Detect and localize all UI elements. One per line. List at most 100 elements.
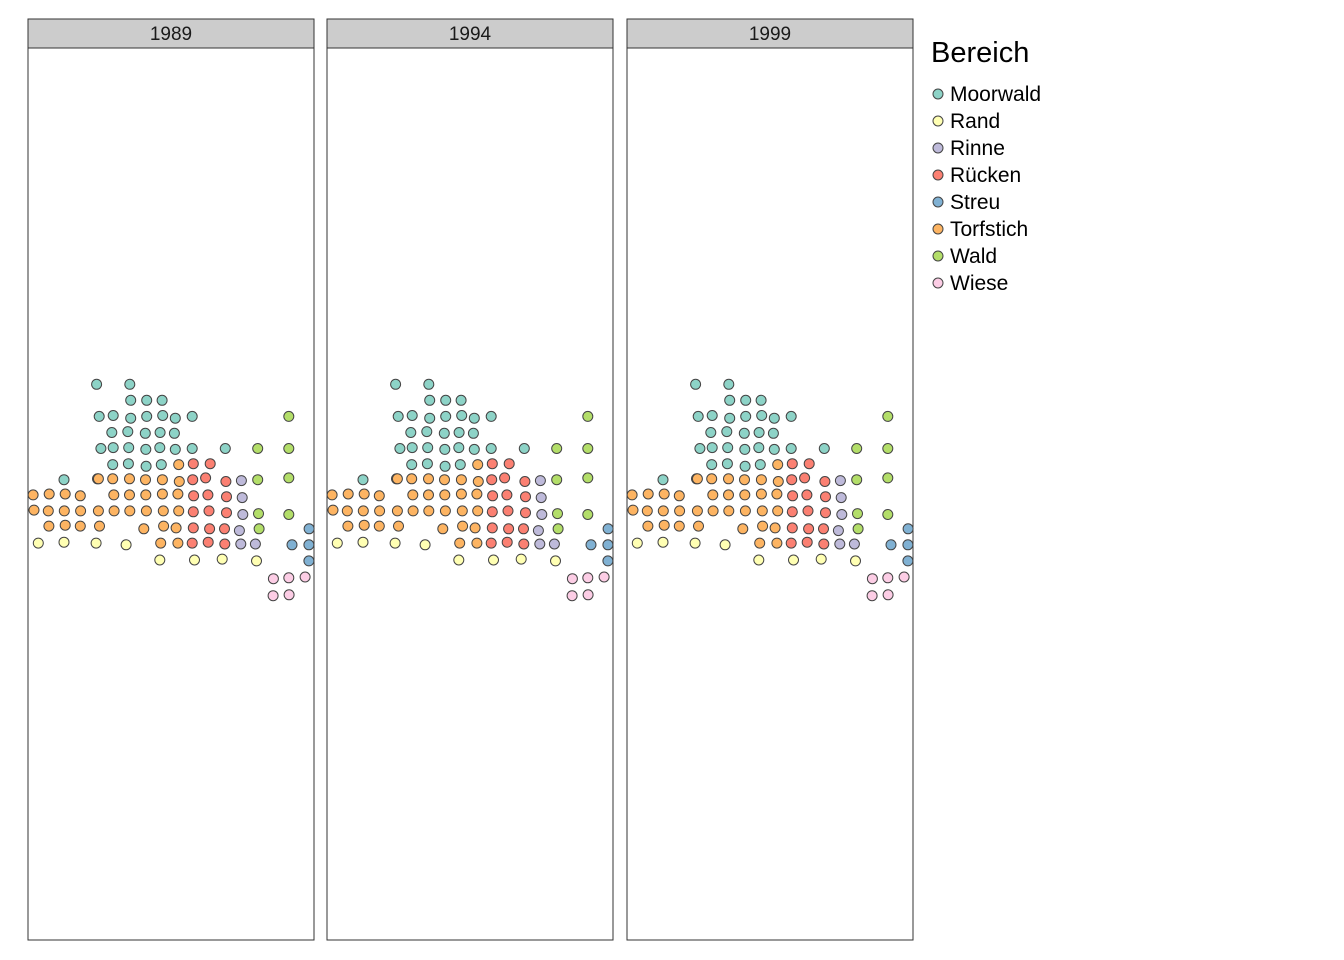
point-ruecken (203, 505, 215, 517)
point-torfstich (471, 488, 483, 500)
point-torfstich (641, 505, 653, 517)
point-torfstich (108, 505, 120, 517)
point-moorwald (768, 412, 780, 424)
legend-item: Rand (932, 110, 1000, 133)
point-moorwald (406, 459, 418, 471)
point-rinne (237, 509, 249, 520)
point-moorwald (390, 378, 402, 390)
point-rinne (235, 538, 247, 550)
legend-label: Wald (950, 245, 997, 268)
facet-strip-label: 1994 (449, 24, 492, 45)
point-moorwald (440, 410, 452, 422)
point-wald (253, 523, 265, 535)
point-wald (551, 474, 563, 486)
point-ruecken (502, 505, 514, 517)
point-rand (689, 537, 701, 549)
point-moorwald (785, 443, 797, 454)
point-torfstich (326, 489, 338, 501)
point-wald (283, 509, 295, 520)
point-ruecken (786, 522, 798, 534)
point-rand (515, 553, 527, 565)
point-ruecken (187, 506, 199, 518)
point-moorwald (690, 378, 702, 390)
point-wald (582, 410, 594, 422)
legend-key (932, 250, 944, 262)
point-rand (120, 539, 132, 551)
point-wiese (566, 590, 578, 602)
point-moorwald (453, 442, 465, 454)
point-wald (252, 443, 264, 454)
point-ruecken (486, 506, 498, 518)
point-torfstich (691, 473, 703, 485)
point-torfstich (358, 488, 370, 500)
facet-strip-label: 1989 (150, 24, 192, 45)
point-rand (32, 537, 44, 549)
point-torfstich (439, 474, 450, 486)
point-torfstich (691, 505, 703, 517)
point-moorwald (156, 394, 168, 406)
point-ruecken (486, 474, 498, 486)
point-wald (852, 508, 863, 520)
point-ruecken (519, 476, 531, 487)
point-torfstich (58, 505, 70, 517)
point-wald (851, 443, 863, 454)
point-ruecken (503, 458, 515, 470)
point-wald (882, 443, 894, 454)
point-ruecken (503, 523, 515, 535)
legend-key (932, 196, 944, 208)
point-torfstich (657, 505, 669, 517)
point-ruecken (803, 523, 815, 535)
point-rinne (534, 475, 546, 487)
point-torfstich (373, 520, 385, 532)
point-rinne (249, 538, 261, 550)
point-torfstich (437, 523, 449, 535)
point-rinne (536, 509, 548, 520)
point-ruecken (799, 472, 811, 484)
point-moorwald (91, 378, 103, 390)
point-moorwald (722, 442, 734, 454)
point-torfstich (327, 504, 339, 516)
point-ruecken (802, 505, 814, 517)
point-torfstich (756, 505, 768, 517)
point-torfstich (771, 488, 783, 500)
point-streu (585, 539, 597, 551)
point-moorwald (394, 443, 406, 454)
point-rand (189, 554, 200, 566)
point-ruecken (820, 491, 831, 503)
point-ruecken (818, 538, 830, 550)
point-rand (90, 537, 102, 549)
point-moorwald (767, 427, 779, 439)
point-torfstich (739, 489, 751, 501)
point-moorwald (705, 427, 717, 438)
point-torfstich (755, 474, 767, 486)
point-torfstich (107, 473, 119, 485)
point-wiese (866, 573, 878, 585)
legend-label: Rinne (950, 137, 1005, 160)
facet-strip-label: 1999 (749, 24, 791, 45)
legend-label: Wiese (950, 272, 1008, 295)
point-torfstich (27, 489, 39, 501)
facet-panel-1999: 1999 (626, 18, 914, 941)
point-ruecken (486, 522, 498, 534)
point-torfstich (642, 488, 654, 500)
point-moorwald (107, 410, 119, 421)
point-ruecken (187, 522, 199, 534)
point-moorwald (438, 427, 450, 439)
point-torfstich (423, 473, 434, 485)
point-torfstich (94, 520, 105, 532)
point-moorwald (724, 394, 736, 406)
point-streu (885, 539, 897, 551)
legend-label: Torfstich (950, 218, 1028, 241)
point-wald (882, 410, 894, 422)
point-torfstich (124, 505, 136, 517)
point-streu (602, 555, 614, 567)
point-torfstich (739, 505, 751, 517)
point-torfstich (108, 489, 120, 501)
legend-item: Rinne (932, 137, 1005, 160)
point-rand (719, 539, 731, 551)
point-moorwald (753, 442, 765, 454)
point-moorwald (694, 443, 706, 454)
point-moorwald (423, 378, 435, 390)
point-moorwald (454, 459, 466, 471)
